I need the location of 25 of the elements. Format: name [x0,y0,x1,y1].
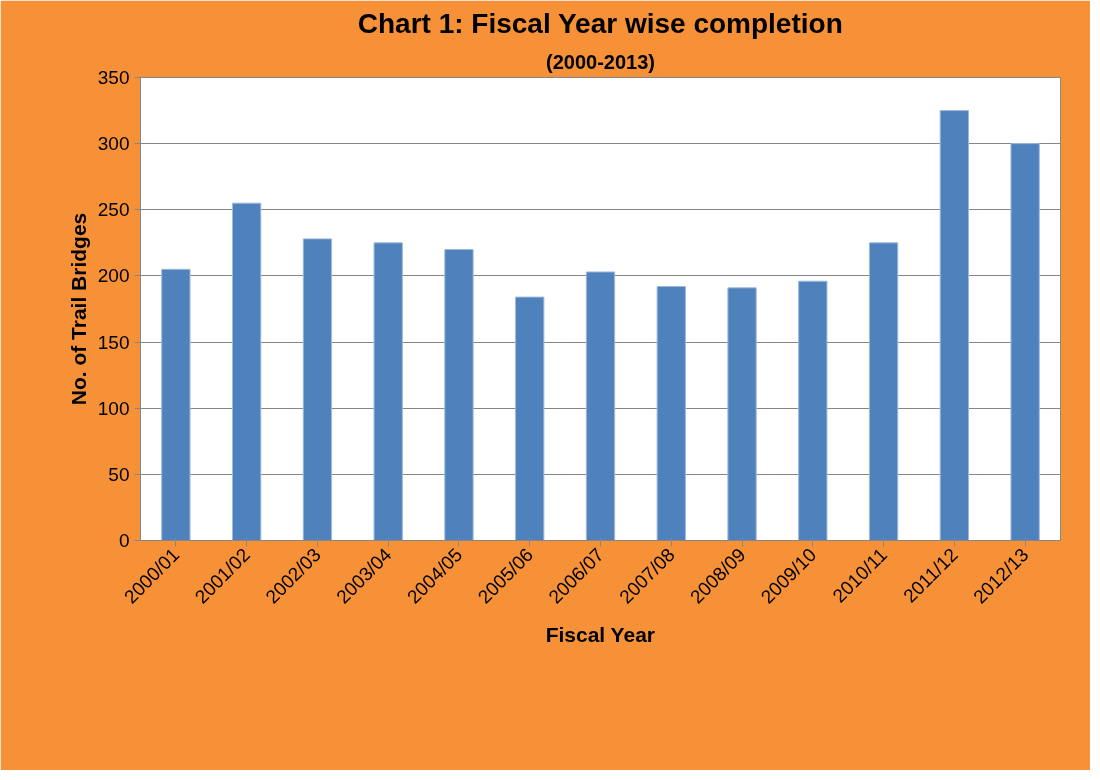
bar [444,248,474,541]
bar [656,286,686,541]
y-tick-label: 200 [97,265,130,287]
y-tick-label: 0 [118,530,130,551]
y-axis-title: No. of Trail Bridges [66,212,90,406]
y-tick-label: 100 [97,397,130,419]
y-tick-label: 350 [97,67,130,88]
chart-subtitle: (2000-2013) [546,50,655,73]
bar [1010,143,1040,541]
bar [373,242,403,541]
y-tick-label: 150 [97,331,130,353]
bar [302,238,333,541]
y-tick-label: 300 [97,133,130,155]
bar [727,287,757,541]
y-tick-label: 50 [108,463,130,485]
bar [232,202,262,541]
bar [798,280,828,541]
y-tick-label: 250 [97,199,130,221]
bar [585,271,616,541]
bar [161,268,191,541]
x-axis-title: Fiscal Year [545,622,655,646]
bar [939,110,969,541]
chart-title: Chart 1: Fiscal Year wise completion [357,7,843,39]
bar [868,242,899,541]
bar [515,296,545,541]
